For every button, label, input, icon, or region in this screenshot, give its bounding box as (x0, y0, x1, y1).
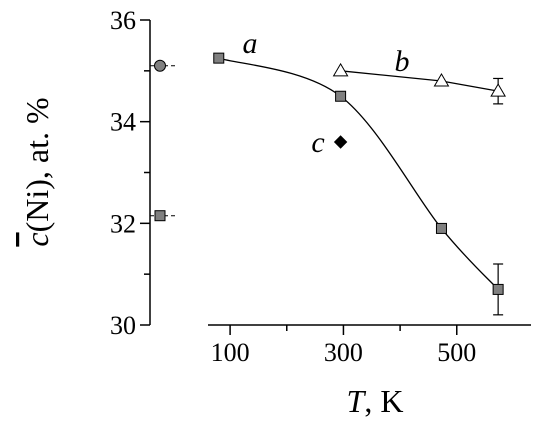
marker-square (492, 283, 504, 295)
marker-diamond (333, 135, 348, 149)
marker-triangle (332, 62, 349, 77)
series-label: b (395, 45, 410, 78)
marker-triangle (433, 73, 450, 87)
y-label-rest: (Ni), at. % (19, 97, 55, 232)
y-tick-label: 34 (110, 108, 136, 137)
y-tick-label: 36 (110, 6, 136, 35)
series-label: c (311, 126, 324, 159)
marker-square (335, 90, 347, 102)
series-label: a (243, 27, 258, 60)
series-curve (218, 57, 499, 290)
x-tick-label: 100 (211, 338, 250, 367)
x-tick-label: 300 (324, 338, 363, 367)
x-label-var: T (347, 383, 367, 419)
x-tick-label: 500 (437, 338, 476, 367)
marker-square (435, 222, 447, 234)
x-label-rest: , K (364, 383, 403, 419)
series-line (340, 70, 499, 92)
y-axis-label: c(Ni), at. % (19, 97, 55, 246)
marker-circle (154, 59, 166, 72)
y-tick-label: 32 (110, 209, 136, 238)
x-axis-label: T, K (347, 383, 404, 419)
marker-square (154, 210, 166, 222)
y-label-var: c (19, 232, 55, 246)
y-tick-label: 30 (110, 311, 136, 340)
marker-triangle (490, 83, 507, 97)
marker-square (213, 52, 225, 64)
